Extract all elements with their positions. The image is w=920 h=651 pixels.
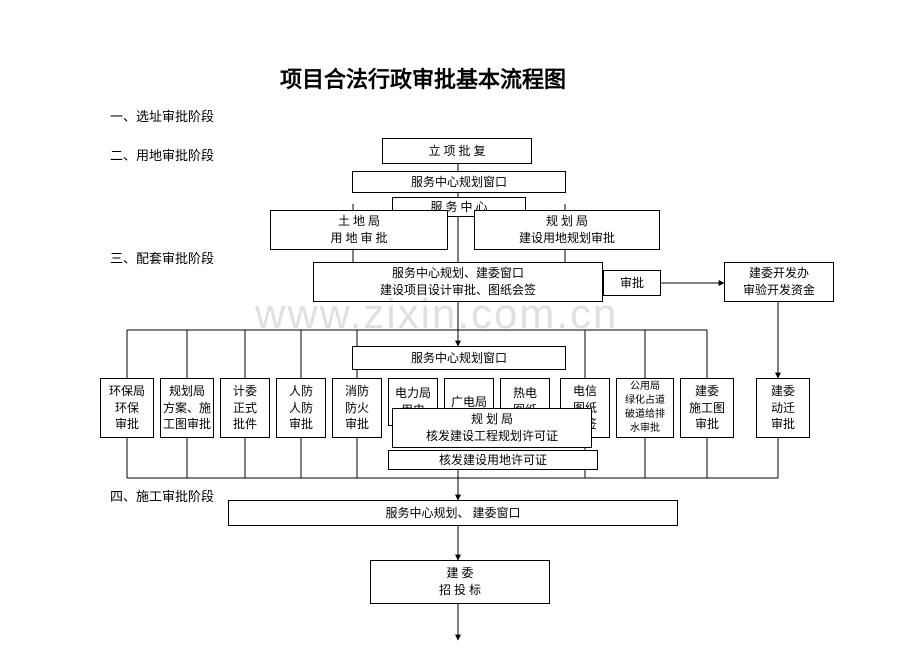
flowchart-node-n1: 立 项 批 复	[382, 138, 532, 164]
page-title: 项目合法行政审批基本流程图	[280, 62, 566, 94]
flowchart-node-n9: 规 划 局核发建设工程规划许可证	[392, 408, 592, 448]
flowchart-node-b2: 规划局方案、施工图审批	[160, 378, 214, 438]
flowchart-node-n6: 服务中心规划、建委窗口建设项目设计审批、图纸会签	[313, 262, 603, 302]
flowchart-node-n6b: 审批	[603, 270, 661, 296]
flowchart-node-n7: 建委开发办审验开发资金	[724, 262, 834, 302]
flowchart-node-b10: 公用局绿化占道破道给排水审批	[616, 378, 674, 438]
flowchart-node-n10: 核发建设用地许可证	[388, 450, 598, 470]
flowchart-connectors	[0, 0, 920, 651]
flowchart-node-b3: 计委正式批件	[220, 378, 270, 438]
flowchart-node-n5: 规 划 局建设用地规划审批	[474, 210, 660, 250]
flowchart-node-b12: 建委动迁审批	[756, 378, 810, 438]
flowchart-node-b4: 人防人防审批	[276, 378, 326, 438]
flowchart-node-n8: 服务中心规划窗口	[352, 346, 566, 370]
flowchart-node-n2: 服务中心规划窗口	[352, 171, 566, 193]
flowchart-node-b11: 建委施工图审批	[680, 378, 734, 438]
phase-label-4: 四、施工审批阶段	[110, 486, 214, 505]
flowchart-node-b1: 环保局环保审批	[100, 378, 154, 438]
flowchart-node-b5: 消防防火审批	[332, 378, 382, 438]
flowchart-node-n4: 土 地 局用 地 审 批	[270, 210, 448, 250]
phase-label-1: 一、选址审批阶段	[110, 106, 214, 125]
phase-label-2: 二、用地审批阶段	[110, 145, 214, 164]
phase-label-3: 三、配套审批阶段	[110, 248, 214, 267]
flowchart-node-n12: 建 委招 投 标	[370, 560, 550, 604]
flowchart-node-n11: 服务中心规划、 建委窗口	[228, 500, 678, 526]
